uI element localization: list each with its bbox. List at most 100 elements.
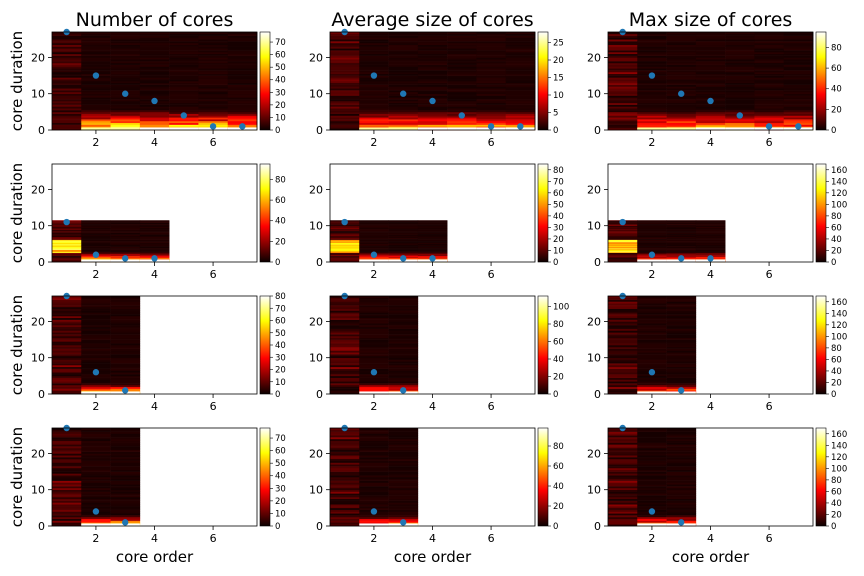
heatmap-cell [359,522,389,525]
heatmap-cell [417,68,448,71]
heatmap-cell [637,44,667,47]
heatmap-cell [359,357,389,360]
heatmap-cell [359,97,389,100]
heatmap-cell [81,42,111,46]
heatmap-cell [52,392,82,395]
heatmap-cell [388,442,419,445]
heatmap-cell [388,435,419,438]
heatmap-cell [637,258,667,260]
heatmap-cell [52,41,82,44]
heatmap-cell [110,493,141,496]
colorbar [815,31,827,131]
heatmap-cell [110,68,141,71]
y-tick-label: 10 [309,88,323,101]
heatmap-cell [637,232,667,234]
heatmap-cell [637,79,667,82]
heatmap-cell [637,124,667,127]
heatmap-cell [637,51,667,55]
heatmap-cell [81,230,111,232]
heatmap-cell [139,79,170,82]
heatmap-cell [110,251,141,254]
heatmap-cell [388,297,419,300]
x-tick-label: 4 [429,136,436,149]
heatmap-cell [330,113,360,116]
colorbar-tick-label: 40 [275,217,286,227]
heatmap-cell [637,299,667,302]
heatmap-cell [666,370,697,373]
heatmap-cell [666,480,697,483]
heatmap-cell [447,59,477,62]
heatmap-cell [52,91,82,95]
heatmap-cell [666,62,697,65]
heatmap-cell [666,502,697,505]
heatmap-cell [637,383,667,386]
heatmap-cell [608,464,638,467]
heatmap-cell [388,70,419,73]
heatmap-cell [52,469,82,472]
heatmap-cell [608,513,638,516]
heatmap-cell [81,301,111,304]
heatmap-cell [666,372,697,375]
heatmap-cell [666,97,697,100]
heatmap-cell [666,301,697,304]
heatmap-cell [783,39,814,42]
heatmap-cell [330,462,360,465]
heatmap-cell [666,451,697,454]
heatmap-cell [52,368,82,371]
heatmap-cell [52,231,82,233]
heatmap-cell [110,86,141,89]
heatmap-cell [388,346,419,349]
heatmap-cell [169,59,199,62]
heatmap-cell [695,81,726,84]
heatmap-cell [139,241,170,243]
heatmap-cell [330,513,360,516]
heatmap-cell [388,81,419,84]
heatmap-cell [695,111,726,114]
heatmap-cell [330,321,360,324]
heatmap-cell [695,232,726,234]
heatmap-cell [388,334,419,337]
heatmap-cell [608,95,638,98]
heatmap-cell [359,126,389,129]
heatmap-cell [52,496,82,500]
heatmap-cell [110,245,141,247]
heatmap-cell [695,234,726,237]
heatmap-cell [666,32,697,35]
heatmap-cell [725,91,755,95]
heatmap-cell [417,81,448,84]
heatmap-cell [81,475,111,478]
heatmap-cell [695,75,726,78]
heatmap-cell [330,390,360,393]
heatmap-cell [52,117,82,120]
heatmap-cell [447,91,477,95]
heatmap-cell [169,35,199,38]
heatmap-cell [198,75,229,78]
heatmap-cell [359,86,389,89]
heatmap-cell [666,458,697,461]
heatmap-cell [52,477,82,480]
data-point [429,97,436,105]
heatmap-cell [330,232,360,234]
heatmap-cell [227,73,258,76]
heatmap-cell [388,126,419,129]
heatmap-cell [110,238,141,240]
heatmap-cell [666,428,697,431]
heatmap-cell [330,235,360,237]
heatmap-cell [81,460,111,463]
heatmap-cell [359,337,389,340]
heatmap-cell [110,97,141,100]
heatmap-cell [81,482,111,485]
heatmap-cell [666,453,697,456]
heatmap-cell [666,75,697,78]
heatmap-cell [754,32,785,35]
colorbar-tick-label: 60 [831,64,842,74]
heatmap-cell [695,231,726,233]
heatmap-cell [52,343,82,346]
heatmap-cell [330,317,360,320]
colorbar-tick-label: 0 [831,390,836,400]
heatmap-cell [330,471,360,474]
heatmap-cell [198,91,229,95]
heatmap-cell [608,84,638,87]
heatmap-cell [110,228,141,230]
heatmap-cell [330,104,360,107]
